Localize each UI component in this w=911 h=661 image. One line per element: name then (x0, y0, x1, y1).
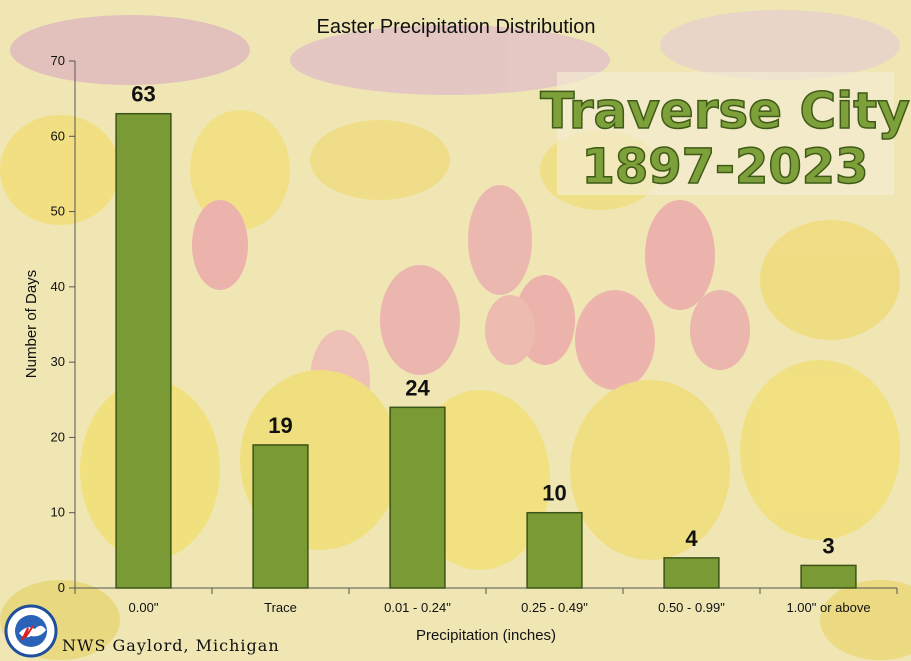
bar-value-label: 3 (822, 533, 834, 558)
category-label: Trace (264, 600, 297, 615)
bar (252, 444, 309, 589)
bar-value-label: 63 (131, 82, 155, 107)
y-axis-title: Number of Days (23, 270, 40, 378)
footer-credit: NWS Gaylord, Michigan (62, 636, 280, 655)
y-tick-label: 30 (51, 354, 65, 369)
nws-logo-icon (4, 604, 58, 658)
x-axis-ticks (74, 588, 898, 594)
bar-value-label: 4 (685, 526, 698, 551)
bar-value-label: 10 (542, 481, 566, 506)
y-tick-label: 10 (51, 505, 65, 520)
y-tick-label: 60 (51, 128, 65, 143)
y-tick-label: 40 (51, 279, 65, 294)
bar-value-label: 19 (268, 413, 292, 438)
annotation-years: 1897-2023 (581, 139, 868, 195)
bar (526, 511, 583, 589)
bar (115, 112, 172, 589)
chart-title: Easter Precipitation Distribution (316, 16, 595, 38)
category-label: 0.00" (129, 600, 159, 615)
x-axis-title: Precipitation (inches) (416, 627, 556, 644)
annotation-location: Traverse City (540, 82, 910, 140)
category-label: 0.50 - 0.99" (658, 600, 725, 615)
category-label: 0.01 - 0.24" (384, 600, 451, 615)
y-tick-label: 70 (51, 53, 65, 68)
y-tick-label: 0 (58, 580, 65, 595)
bar (389, 406, 446, 589)
bar (800, 564, 857, 589)
category-label: 1.00" or above (786, 600, 870, 615)
bar-value-label: 24 (405, 375, 430, 400)
y-tick-label: 50 (51, 204, 65, 219)
bar (663, 557, 720, 589)
y-axis-ticks: 0 10 20 30 40 50 60 70 (51, 53, 75, 595)
bars (115, 112, 857, 589)
location-annotation: Traverse City 1897-2023 (539, 72, 911, 196)
category-labels: 0.00" Trace 0.01 - 0.24" 0.25 - 0.49" 0.50 -… (129, 600, 871, 615)
category-label: 0.25 - 0.49" (521, 600, 588, 615)
data-labels: 63 19 24 10 4 3 (131, 82, 834, 559)
y-tick-label: 20 (51, 429, 65, 444)
